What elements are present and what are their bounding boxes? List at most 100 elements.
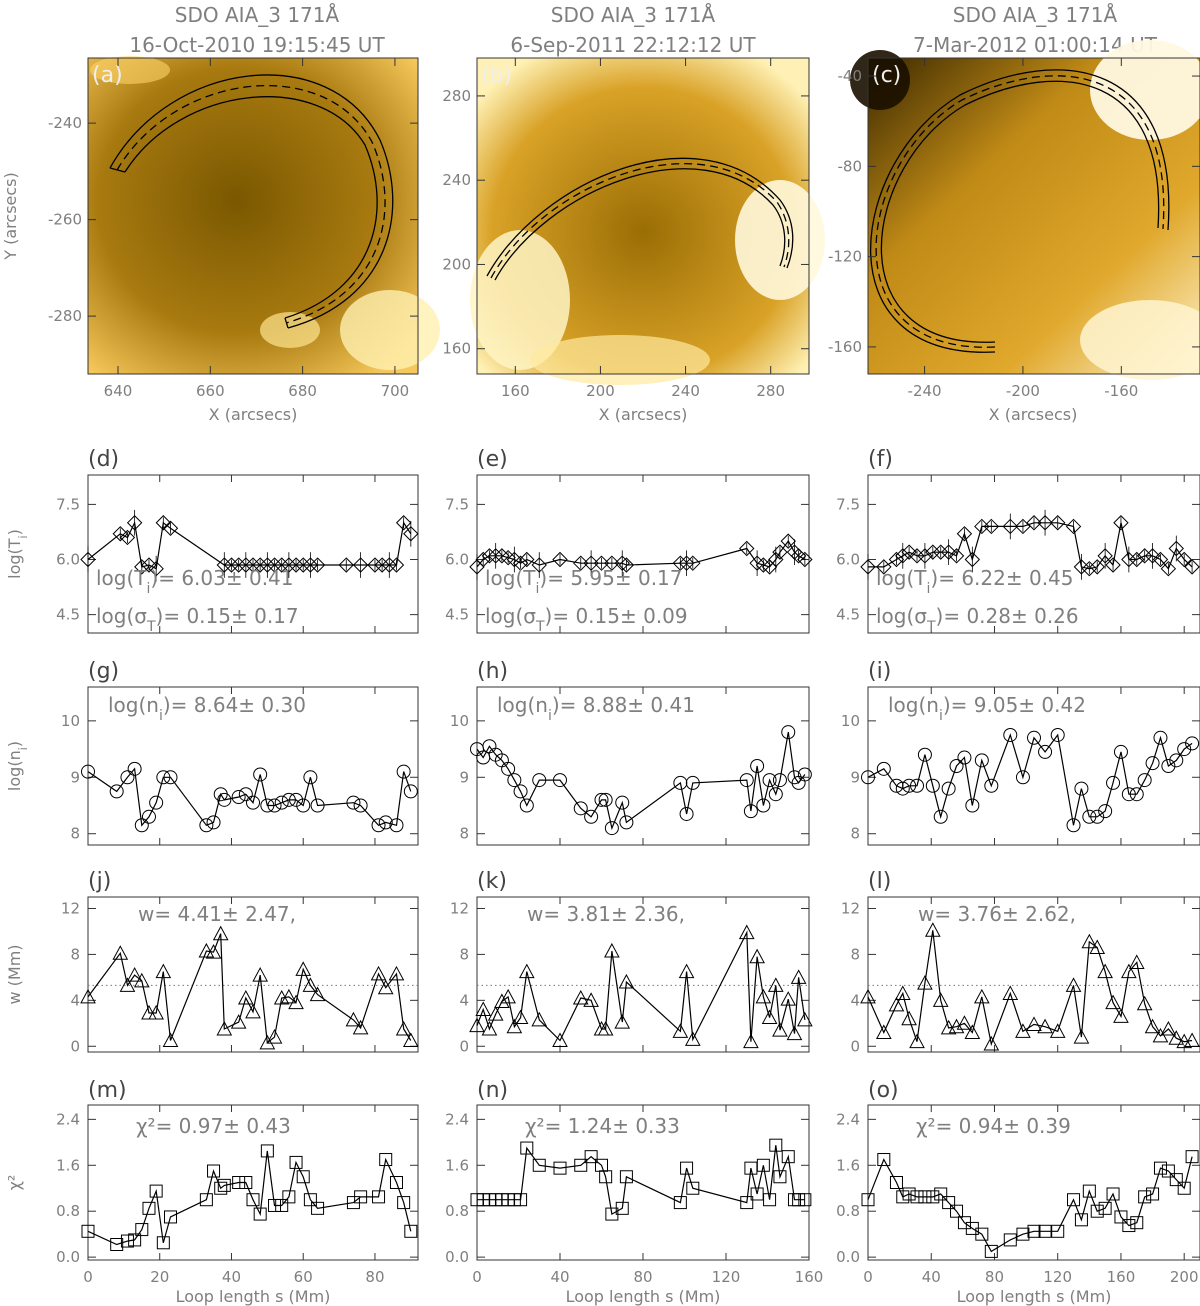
data-point	[518, 963, 535, 979]
image-title-date: 16-Oct-2010 19:15:45 UT	[129, 33, 385, 57]
data-point	[1153, 1161, 1167, 1175]
data-point	[1027, 730, 1041, 745]
data-point	[553, 773, 567, 788]
data-point	[1073, 1029, 1090, 1044]
y-tick-label: 4.5	[836, 606, 860, 624]
x-tick-label: 40	[222, 1268, 241, 1286]
data-point	[964, 551, 981, 568]
data-point	[120, 1234, 134, 1248]
x-tick-label: 160	[1107, 1268, 1136, 1286]
y-tick-label: 7.5	[836, 495, 860, 513]
data-point	[934, 1187, 948, 1201]
data-point	[888, 996, 905, 1012]
plot-frame	[867, 1104, 1200, 1261]
data-point	[1065, 518, 1082, 535]
data-point	[1144, 548, 1161, 564]
data-point	[267, 798, 282, 813]
data-point	[598, 792, 613, 807]
data-point	[253, 767, 268, 782]
annotation-sigma: log(σT)= 0.15± 0.09	[485, 604, 688, 635]
data-point	[593, 555, 610, 571]
data-point	[1051, 1224, 1065, 1238]
data-point	[520, 1141, 534, 1155]
data-point	[1038, 744, 1053, 759]
data-point	[238, 787, 253, 802]
x-tick-label: 40	[550, 1268, 569, 1286]
x-tick-label: 0	[863, 1268, 873, 1286]
data-point	[1136, 995, 1153, 1011]
data-point	[773, 1170, 787, 1184]
plot-panel-d: (d) 7.5 6.0 4.5 log(Ti)= 6.03± 0.41 log(σT)= …	[5, 447, 419, 635]
data-point	[983, 518, 1000, 535]
data-point	[974, 753, 989, 768]
data-point	[141, 809, 156, 824]
data-point	[755, 557, 772, 573]
data-point	[80, 988, 96, 1004]
data-point	[1177, 1181, 1191, 1195]
data-point	[672, 1023, 689, 1038]
data-point	[1105, 557, 1121, 573]
data-point	[238, 557, 254, 573]
data-point	[481, 548, 498, 564]
data-point	[941, 781, 956, 796]
data-point	[1049, 1023, 1066, 1038]
y-tick-label: 4	[70, 991, 80, 1009]
loop-axis	[116, 84, 386, 324]
data-point	[142, 1201, 156, 1215]
data-point	[975, 1227, 989, 1241]
data-point	[81, 1224, 95, 1238]
data-point	[895, 781, 910, 796]
data-point	[894, 985, 911, 1000]
data-point	[1090, 809, 1105, 824]
panel-letter: (k)	[477, 869, 507, 894]
plot-panel-i: (i) 10 9 8 log(ni)= 9.05± 0.42	[841, 659, 1200, 846]
plot-panel-l: (l) 12 8 4 0 w= 3.76± 2.62,	[841, 869, 1200, 1055]
data-point	[584, 809, 599, 824]
data-point	[370, 965, 387, 981]
y-tick-label: 4.5	[56, 606, 80, 624]
x-tick-label: 80	[633, 1268, 652, 1286]
y-tick-label: 200	[442, 255, 471, 273]
y-tick-label: 0.0	[836, 1248, 860, 1266]
data-point	[573, 801, 588, 816]
data-point	[311, 1201, 325, 1215]
data-point	[1003, 1233, 1017, 1247]
x-tick-label: 700	[381, 382, 410, 400]
x-axis-label: Loop length s (Mm)	[566, 1287, 721, 1306]
data-point	[223, 557, 240, 573]
y-tick-label: 280	[442, 87, 471, 105]
data-point	[396, 764, 411, 779]
data-point	[1097, 963, 1113, 979]
data-point	[1089, 939, 1106, 955]
data-point	[1121, 787, 1136, 802]
data-point	[583, 555, 599, 571]
y-tick-label: 1.6	[836, 1156, 860, 1174]
data-point	[378, 815, 393, 830]
panel-letter: (o)	[868, 1078, 899, 1103]
data-point	[239, 1176, 253, 1189]
data-point	[282, 1190, 296, 1204]
data-point	[1065, 977, 1082, 992]
data-point	[275, 1198, 289, 1212]
data-point	[155, 963, 172, 979]
image-panel-c: SDO AIA_3 171Å 7-Mar-2012 01:00:14 UT (c…	[828, 3, 1200, 424]
data-point	[910, 778, 925, 793]
series-line	[476, 731, 806, 831]
data-point	[500, 549, 516, 566]
data-point	[494, 548, 510, 564]
x-tick-label: -200	[1006, 382, 1040, 400]
data-point	[1050, 727, 1065, 742]
y-tick-label: 10	[61, 712, 80, 730]
panel-letter: (i)	[868, 659, 891, 684]
data-point	[743, 804, 758, 819]
y-tick-label: 8	[459, 825, 469, 843]
y-tick-label: 9	[850, 768, 860, 786]
data-point	[245, 1003, 261, 1019]
annotation-mean: log(Ti)= 5.95± 0.17	[485, 566, 683, 597]
y-tick-label: 0	[850, 1037, 860, 1055]
y-tick-label: 8	[70, 825, 80, 843]
x-tick-label: 20	[150, 1268, 169, 1286]
data-point	[1038, 1224, 1052, 1238]
y-tick-label: 0.8	[836, 1202, 860, 1220]
